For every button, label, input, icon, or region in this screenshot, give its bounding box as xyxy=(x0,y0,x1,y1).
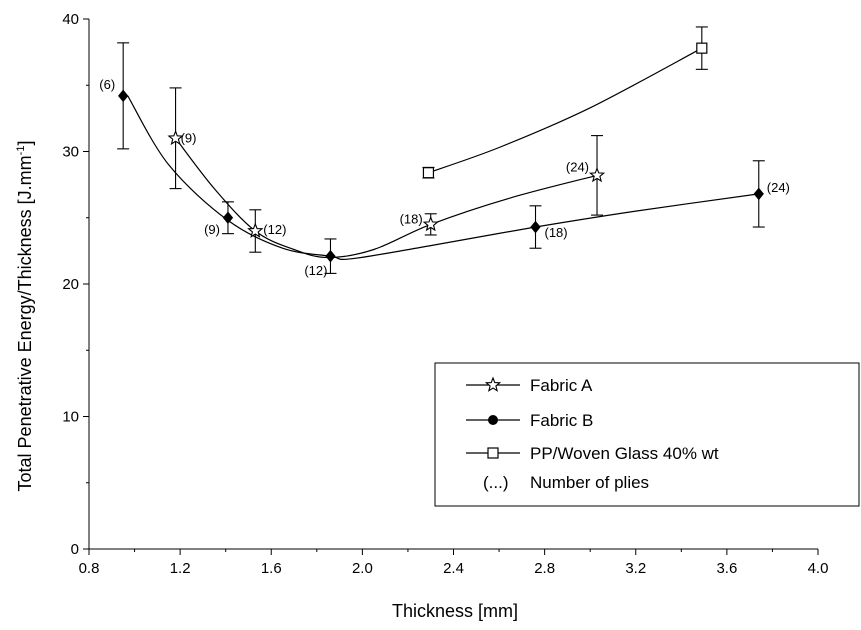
legend-entries: Fabric A Fabric B PP/Woven Glass 40% wt xyxy=(466,376,719,463)
ply-label-fabric-a: (18) xyxy=(400,211,423,226)
ticks: 0.8 1.2 1.6 2.0 2.4 2.8 3.2 3.6 4.0 0 10 20 30 40 xyxy=(62,11,828,577)
y-axis-title-sup: -1 xyxy=(15,146,27,156)
marker-fabric-b xyxy=(325,249,336,263)
data-markers xyxy=(118,42,764,263)
y-tick-label: 10 xyxy=(62,409,79,426)
legend-note-text: Number of plies xyxy=(530,473,649,492)
fit-fabric-a xyxy=(175,137,598,259)
x-tick-label: 2.8 xyxy=(534,560,555,577)
ply-label-fabric-b: (24) xyxy=(767,180,790,195)
marker-fabric-b xyxy=(530,220,541,234)
marker-pp-woven-glass-40-wt xyxy=(696,42,708,54)
marker-fabric-b xyxy=(118,89,129,103)
ply-label-fabric-b: (12) xyxy=(304,263,327,278)
marker-fabric-b xyxy=(222,211,234,225)
x-tick-label: 0.8 xyxy=(79,560,100,577)
legend-note-symbol: (...) xyxy=(483,473,509,492)
ply-label-fabric-a: (12) xyxy=(263,222,286,237)
x-tick-label: 2.4 xyxy=(443,560,464,577)
x-tick-label: 2.0 xyxy=(352,560,373,577)
legend-box xyxy=(434,362,860,507)
x-tick-label: 1.2 xyxy=(170,560,191,577)
x-tick-label: 3.2 xyxy=(625,560,646,577)
y-axis-title-close: ] xyxy=(15,141,35,146)
x-axis-title: Thickness [mm] xyxy=(392,601,518,621)
marker-fabric-a xyxy=(588,166,606,183)
x-tick-label: 3.6 xyxy=(716,560,737,577)
marker-fabric-a xyxy=(422,215,439,232)
legend-marker xyxy=(484,376,502,392)
y-tick-label: 20 xyxy=(62,276,79,293)
marker-pp-woven-glass-40-wt xyxy=(422,167,435,179)
legend-label: Fabric B xyxy=(530,411,593,430)
ply-label-fabric-a: (9) xyxy=(181,130,197,145)
y-tick-label: 40 xyxy=(62,11,79,28)
x-tick-label: 1.6 xyxy=(261,560,282,577)
ply-label-fabric-b: (6) xyxy=(99,77,115,92)
ply-label-fabric-b: (9) xyxy=(204,222,220,237)
ply-labels: (9) (12) (18) (24) (6) (9) (12) (18) (24) xyxy=(99,77,790,278)
ply-label-fabric-b: (18) xyxy=(545,225,568,240)
ply-label-fabric-a: (24) xyxy=(566,159,589,174)
legend: Fabric A Fabric B PP/Woven Glass 40% wt (.… xyxy=(434,362,860,507)
fit-curves xyxy=(127,47,759,260)
marker-fabric-a xyxy=(247,222,264,238)
fit-pp-woven-glass-40-wt xyxy=(428,47,703,174)
marker-fabric-a xyxy=(167,129,184,146)
legend-marker xyxy=(488,415,498,425)
y-tick-label: 30 xyxy=(62,144,79,161)
marker-fabric-b xyxy=(753,187,764,201)
fit-fabric-b xyxy=(127,95,759,260)
legend-marker xyxy=(487,447,499,459)
y-axis-title-main: Total Penetrative Energy/Thickness [J.mm xyxy=(15,155,35,491)
x-tick-label: 4.0 xyxy=(808,560,829,577)
legend-label: PP/Woven Glass 40% wt xyxy=(530,444,719,463)
y-axis-title: Total Penetrative Energy/Thickness [J.mm… xyxy=(15,141,35,492)
y-tick-label: 0 xyxy=(71,541,79,558)
legend-label: Fabric A xyxy=(530,376,593,395)
